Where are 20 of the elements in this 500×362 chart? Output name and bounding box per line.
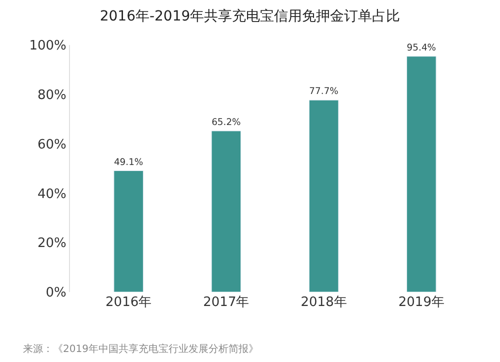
bar (308, 100, 339, 292)
y-tick-label: 40% (37, 186, 66, 202)
data-label: 77.7% (309, 86, 339, 98)
bar (114, 170, 144, 292)
x-tick-label: 2016年 (106, 295, 152, 310)
data-label: 95.4% (406, 42, 436, 54)
data-label: 65.2% (212, 117, 242, 128)
y-tick-label: 20% (37, 236, 66, 252)
x-tick-label: 2017年 (203, 295, 250, 310)
x-tick-label: 2018年 (300, 295, 347, 310)
bar (211, 130, 242, 292)
source-note: 来源：《2019年中国共享充电宝行业发展分析简报》 (23, 343, 258, 355)
y-tick-label: 60% (37, 137, 66, 152)
bar (406, 56, 436, 292)
chart-title: 2016年-2019年共享充电宝信用免押金订单占比 (100, 8, 400, 25)
x-tick-label: 2019年 (398, 295, 444, 310)
y-tick-label: 0% (46, 286, 66, 301)
data-label: 49.1% (114, 156, 144, 168)
y-tick-label: 100% (29, 38, 66, 54)
y-tick-label: 80% (37, 88, 66, 103)
